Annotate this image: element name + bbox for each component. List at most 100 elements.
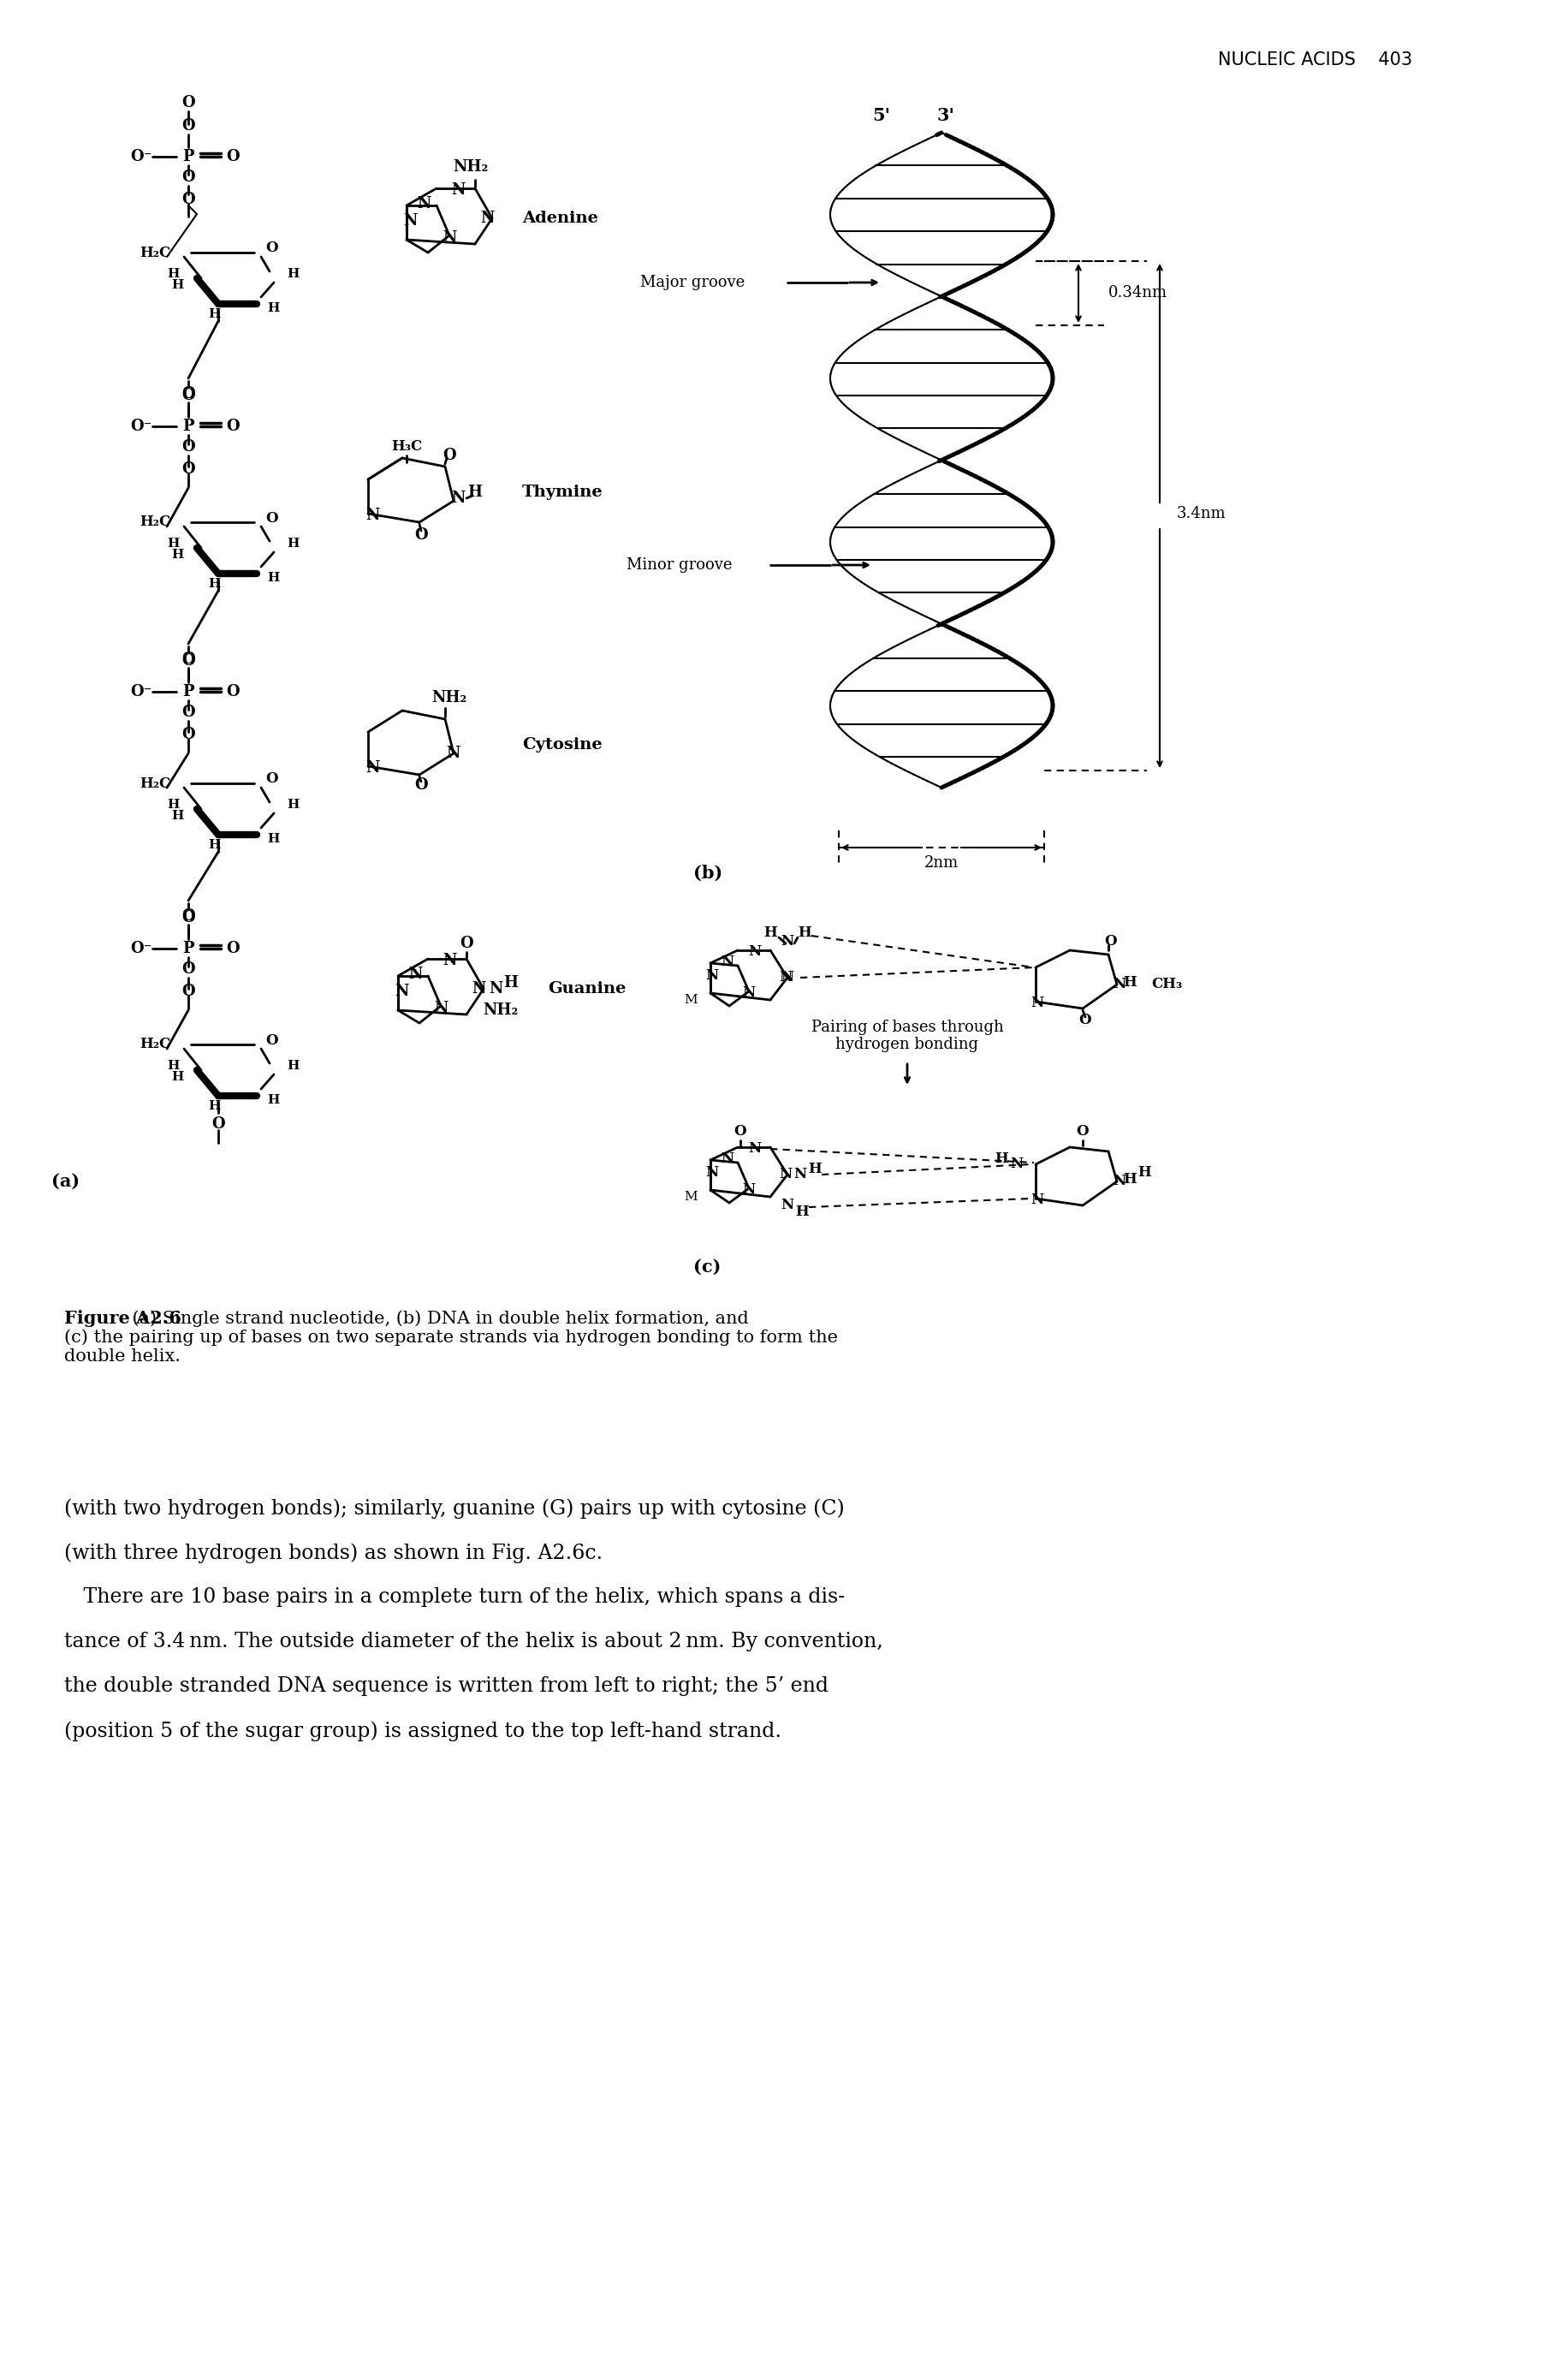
Text: O: O — [182, 961, 194, 978]
Text: H: H — [172, 549, 183, 561]
Text: O: O — [182, 909, 194, 926]
Text: O⁻: O⁻ — [130, 940, 152, 957]
Text: N: N — [395, 983, 409, 999]
Text: H: H — [1138, 1165, 1151, 1179]
Text: N: N — [1113, 1175, 1126, 1189]
Text: N: N — [452, 490, 466, 507]
Text: H: H — [168, 1061, 180, 1073]
Text: H: H — [798, 926, 811, 940]
Text: O⁻: O⁻ — [130, 419, 152, 433]
Text: H: H — [287, 1061, 299, 1073]
Text: 3.4nm: 3.4nm — [1178, 507, 1226, 521]
Text: O: O — [182, 388, 194, 403]
Text: O: O — [182, 462, 194, 476]
Text: NH₂: NH₂ — [453, 159, 489, 175]
Text: 2nm: 2nm — [924, 855, 958, 871]
Text: (with three hydrogen bonds) as shown in Fig. A2.6c.: (with three hydrogen bonds) as shown in … — [64, 1542, 602, 1563]
Text: H: H — [172, 1070, 183, 1082]
Text: (a) Single strand nucleotide, (b) DNA in double helix formation, and
(c) the pai: (a) Single strand nucleotide, (b) DNA in… — [64, 1310, 837, 1364]
Text: O: O — [414, 777, 428, 793]
Text: N: N — [721, 954, 734, 969]
Text: O: O — [1077, 1125, 1088, 1139]
Text: O: O — [182, 438, 194, 455]
Text: N: N — [442, 952, 456, 969]
Text: Major groove: Major groove — [640, 275, 745, 291]
Text: O: O — [1105, 935, 1118, 950]
Text: Guanine: Guanine — [547, 980, 626, 997]
Text: O: O — [182, 983, 194, 999]
Text: H: H — [1123, 976, 1137, 990]
Text: O: O — [265, 511, 278, 526]
Text: hydrogen bonding: hydrogen bonding — [836, 1037, 978, 1051]
Text: N: N — [365, 760, 379, 777]
Text: P: P — [182, 684, 194, 699]
Text: N: N — [452, 182, 466, 199]
Text: H: H — [467, 485, 483, 500]
Text: O: O — [265, 242, 278, 256]
Text: H₂C: H₂C — [140, 246, 171, 260]
Text: N: N — [721, 1151, 734, 1165]
Text: N: N — [779, 971, 792, 985]
Text: 5': 5' — [872, 107, 891, 123]
Text: N: N — [779, 1167, 792, 1182]
Text: N: N — [742, 985, 756, 999]
Text: N: N — [408, 966, 422, 983]
Text: O: O — [414, 528, 428, 542]
Text: N: N — [706, 969, 718, 983]
Text: H: H — [168, 268, 180, 279]
Text: O: O — [226, 940, 240, 957]
Text: M: M — [684, 1191, 698, 1203]
Text: H₃C: H₃C — [390, 440, 422, 455]
Text: NH₂: NH₂ — [483, 1002, 519, 1018]
Text: the double stranded DNA sequence is written from left to right; the 5’ end: the double stranded DNA sequence is writ… — [64, 1677, 828, 1695]
Text: N: N — [706, 1165, 718, 1179]
Text: O: O — [226, 419, 240, 433]
Text: N: N — [417, 197, 431, 211]
Text: O: O — [442, 448, 456, 464]
Text: H: H — [1123, 1172, 1137, 1186]
Text: N: N — [434, 1002, 448, 1016]
Text: O: O — [182, 118, 194, 133]
Text: O: O — [182, 706, 194, 720]
Text: H: H — [764, 926, 778, 940]
Text: N: N — [365, 507, 379, 523]
Text: (c): (c) — [693, 1257, 721, 1276]
Text: N: N — [1113, 978, 1126, 992]
Text: P: P — [182, 419, 194, 433]
Text: N: N — [1010, 1158, 1024, 1172]
Text: 0.34nm: 0.34nm — [1109, 284, 1168, 301]
Text: tance of 3.4 nm. The outside diameter of the helix is about 2 nm. By convention,: tance of 3.4 nm. The outside diameter of… — [64, 1632, 883, 1650]
Text: H: H — [503, 976, 519, 990]
Text: N: N — [748, 945, 762, 959]
Text: O: O — [265, 1032, 278, 1047]
Text: N: N — [781, 971, 793, 985]
Text: N: N — [489, 980, 503, 997]
Text: P: P — [182, 940, 194, 957]
Text: H: H — [209, 578, 220, 590]
Text: O: O — [182, 651, 194, 668]
Text: O: O — [182, 170, 194, 185]
Text: O: O — [182, 386, 194, 403]
Text: (a): (a) — [52, 1172, 80, 1191]
Text: (b): (b) — [693, 864, 723, 881]
Text: H: H — [209, 838, 220, 850]
Text: H: H — [267, 303, 279, 315]
Text: O: O — [182, 192, 194, 206]
Text: N: N — [742, 1182, 756, 1198]
Text: N: N — [781, 935, 793, 950]
Text: N: N — [1030, 1193, 1044, 1208]
Text: O: O — [212, 1115, 224, 1132]
Text: 3': 3' — [936, 107, 955, 123]
Text: N: N — [472, 980, 486, 997]
Text: H: H — [287, 268, 299, 279]
Text: H: H — [267, 834, 279, 845]
Text: H: H — [267, 573, 279, 585]
Text: N: N — [447, 746, 461, 760]
Text: O: O — [265, 772, 278, 786]
Text: NUCLEIC ACIDS    403: NUCLEIC ACIDS 403 — [1218, 52, 1413, 69]
Text: Pairing of bases through: Pairing of bases through — [811, 1021, 1004, 1035]
Text: O⁻: O⁻ — [130, 149, 152, 163]
Text: CH₃: CH₃ — [1151, 978, 1182, 992]
Text: Figure A2.6: Figure A2.6 — [64, 1310, 182, 1326]
Text: M: M — [684, 995, 698, 1006]
